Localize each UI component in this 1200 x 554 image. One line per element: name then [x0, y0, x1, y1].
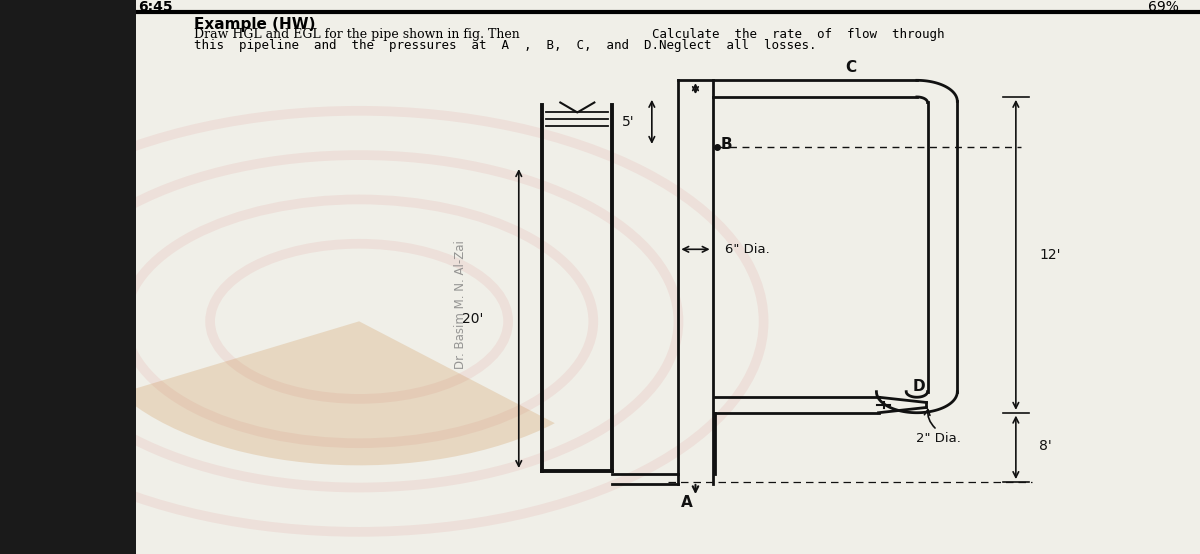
Text: D: D	[913, 379, 925, 394]
Text: 69%: 69%	[1148, 0, 1178, 14]
Text: Dr. Basim M. N. Al-Zai: Dr. Basim M. N. Al-Zai	[454, 240, 467, 369]
Text: 12': 12'	[1039, 248, 1061, 262]
Text: B: B	[721, 137, 733, 152]
Text: Example (HW): Example (HW)	[194, 17, 316, 32]
Wedge shape	[120, 321, 554, 465]
Text: 2" Dia.: 2" Dia.	[916, 432, 961, 445]
Text: this  pipeline  and  the  pressures  at  A  ,  B,  C,  and  D.Neglect  all  loss: this pipeline and the pressures at A , B…	[194, 39, 817, 52]
Text: Draw HGL and EGL for the pipe shown in fig. Then: Draw HGL and EGL for the pipe shown in f…	[194, 28, 524, 42]
Text: 5': 5'	[622, 115, 635, 129]
Text: A: A	[682, 495, 692, 510]
Text: 8': 8'	[1039, 439, 1052, 453]
Text: 20': 20'	[462, 311, 484, 326]
Text: C: C	[845, 60, 857, 75]
Text: 6:45: 6:45	[138, 0, 173, 14]
Text: 6" Dia.: 6" Dia.	[725, 243, 770, 256]
Text: Calculate  the  rate  of  flow  through: Calculate the rate of flow through	[652, 28, 944, 42]
